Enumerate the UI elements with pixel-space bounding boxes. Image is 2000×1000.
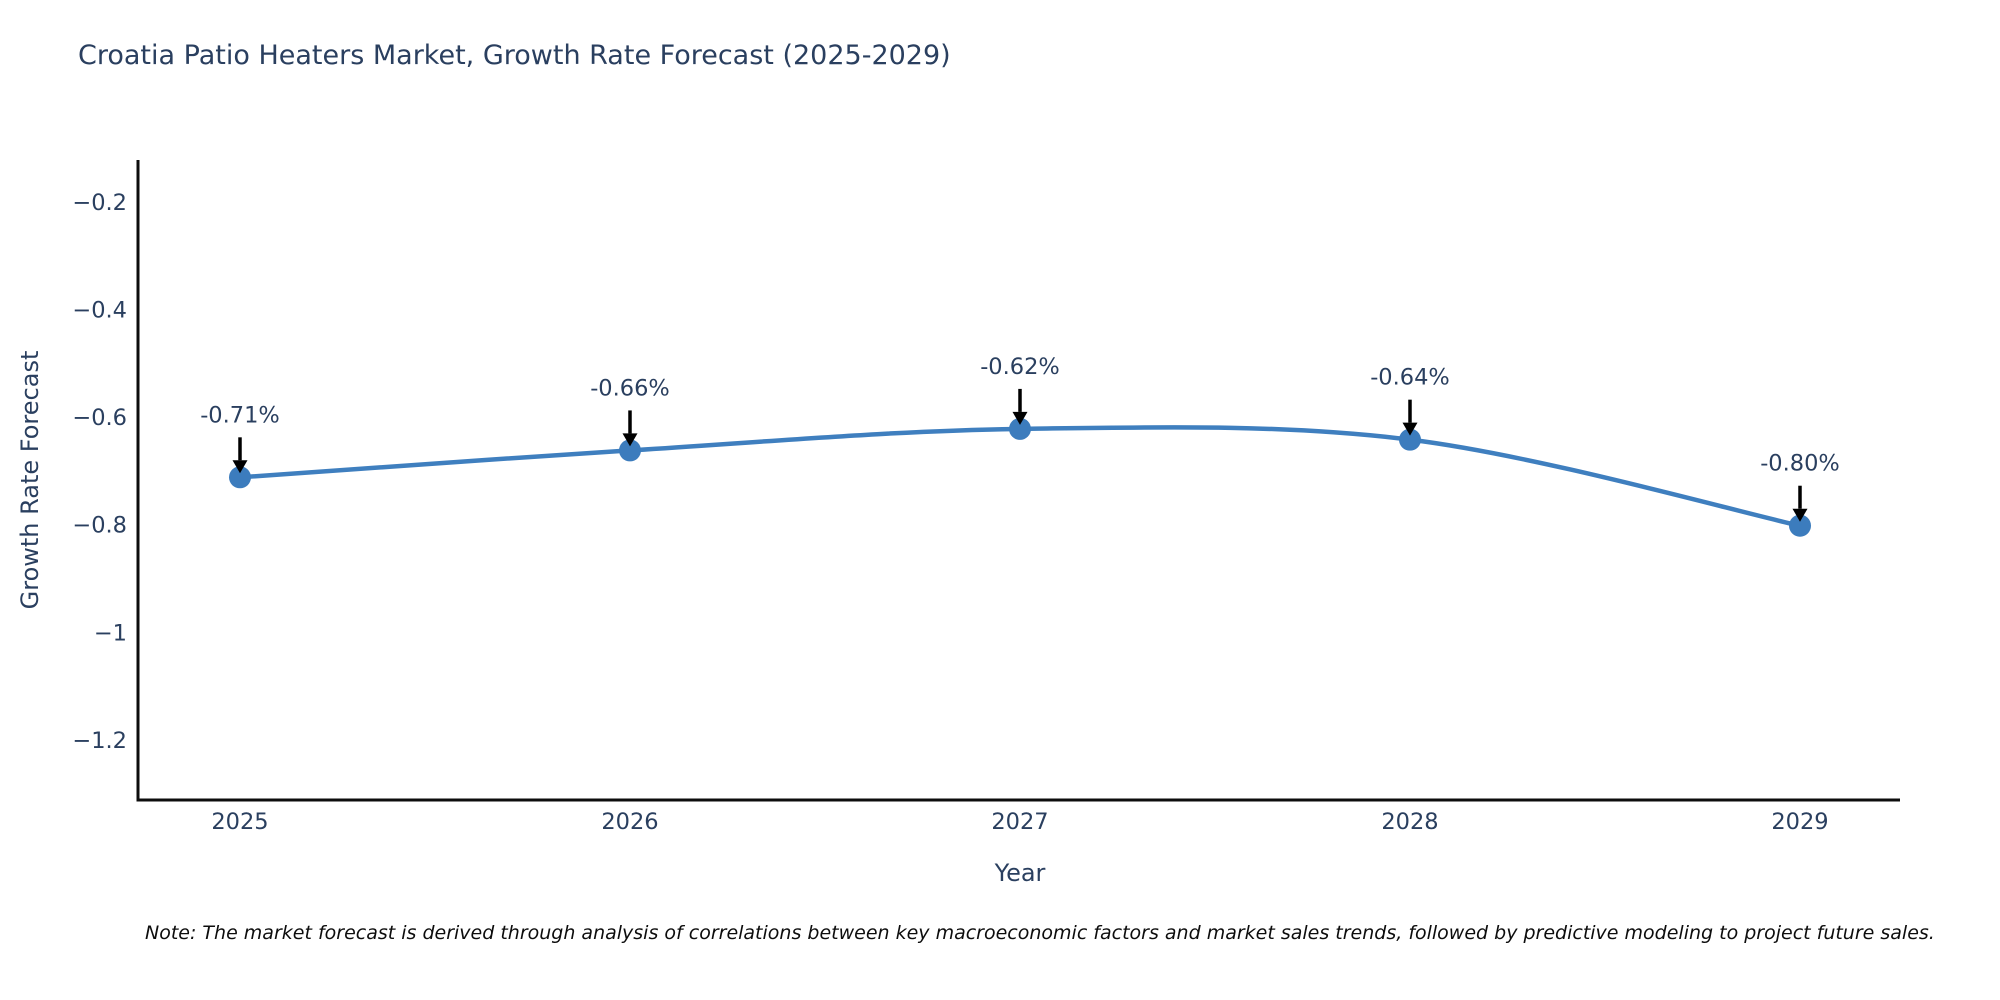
x-tick-label: 2026 [601, 809, 658, 835]
chart-footnote: Note: The market forecast is derived thr… [145, 922, 1935, 944]
x-tick-label: 2029 [1771, 809, 1828, 835]
x-tick-label: 2027 [991, 809, 1048, 835]
annotation-label: -0.64% [1370, 365, 1450, 391]
data-point-marker [619, 439, 641, 462]
annotation-label: -0.71% [200, 402, 280, 428]
y-tick-label: −0.4 [72, 298, 127, 324]
y-tick-label: −0.6 [72, 405, 127, 431]
y-axis-title: Growth Rate Forecast [16, 350, 44, 610]
x-tick-label: 2028 [1381, 809, 1438, 835]
trend-line [237, 425, 1803, 528]
data-point-marker [1789, 514, 1811, 537]
y-tick-label: −0.2 [72, 190, 127, 216]
annotation-arrow-head [1792, 508, 1808, 522]
annotation-arrow-head [622, 433, 638, 447]
y-tick-label: −0.8 [72, 513, 127, 539]
annotation-arrow-head [232, 460, 248, 474]
data-point-marker [1399, 428, 1421, 451]
annotation-arrow-head [1012, 411, 1028, 425]
y-tick-label: −1 [94, 620, 127, 646]
annotation-label: -0.66% [590, 375, 670, 401]
data-point-marker [229, 466, 251, 489]
annotation-label: -0.80% [1760, 451, 1840, 477]
x-tick-label: 2025 [211, 809, 268, 835]
y-tick-label: −1.2 [72, 728, 127, 754]
data-point-marker [1009, 417, 1031, 440]
chart-title: Croatia Patio Heaters Market, Growth Rat… [78, 40, 951, 71]
annotation-label: -0.62% [980, 354, 1060, 380]
x-axis-title: Year [994, 859, 1046, 887]
annotation-arrow-head [1402, 422, 1418, 436]
